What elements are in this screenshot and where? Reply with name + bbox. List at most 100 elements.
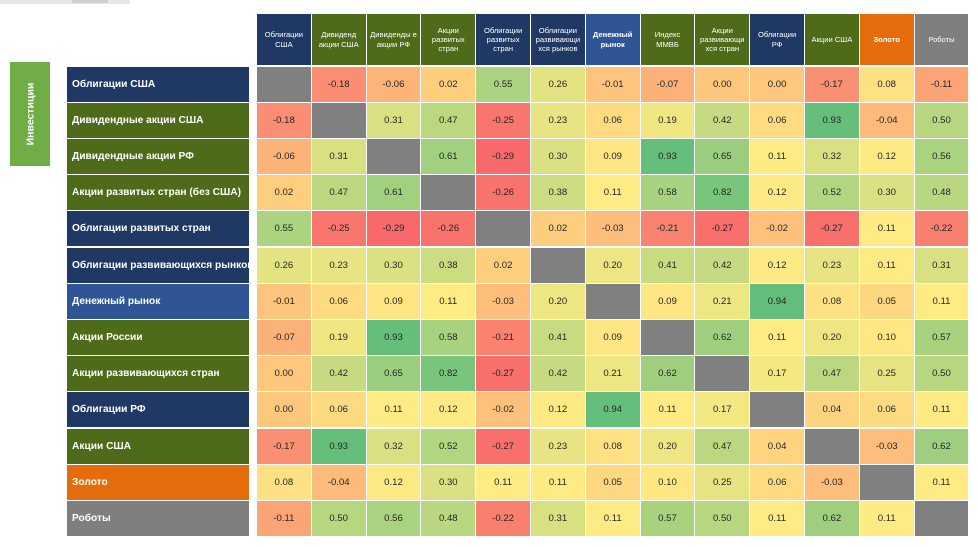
- heatmap-cell-r12-c6: 0.11: [531, 464, 585, 500]
- heatmap-cell-r6-c12: 0.11: [859, 247, 914, 283]
- heatmap-cell-r9-c13: 0.50: [914, 356, 969, 392]
- heatmap-cell-r4-c7: 0.11: [585, 175, 640, 211]
- investments-side-button[interactable]: Инвестиции: [10, 62, 50, 166]
- heatmap-cell-r8-c7: 0.09: [585, 319, 640, 356]
- heatmap-cell-r13-c5: -0.22: [476, 500, 530, 537]
- heatmap-cell-r3-c4: 0.61: [421, 138, 476, 175]
- heatmap-cell-r2-c4: 0.47: [421, 102, 476, 138]
- heatmap-diagonal-cell-6: [531, 247, 585, 283]
- heatmap-cell-r8-c1: -0.07: [257, 319, 311, 356]
- heatmap-cell-r9-c6: 0.42: [531, 356, 585, 392]
- heatmap-cell-r2-c9: 0.42: [695, 102, 750, 138]
- heatmap-cell-r11-c1: -0.17: [257, 428, 311, 464]
- heatmap-cell-r6-c8: 0.41: [640, 247, 695, 283]
- heatmap-cell-r8-c11: 0.20: [805, 319, 859, 356]
- heatmap-cell-r11-c2: 0.93: [311, 428, 366, 464]
- heatmap-cell-r1-c9: 0.00: [695, 66, 750, 102]
- heatmap-cell-r4-c8: 0.58: [640, 175, 695, 211]
- heatmap-cell-r12-c8: 0.10: [640, 464, 695, 500]
- heatmap-cell-r4-c9: 0.82: [695, 175, 750, 211]
- column-header-8: Индекс ММВБ: [640, 14, 695, 65]
- heatmap-cell-r3-c13: 0.56: [914, 138, 969, 175]
- column-header-1: Облигации США: [257, 14, 311, 65]
- heatmap-cell-r5-c12: 0.11: [859, 211, 914, 247]
- heatmap-cell-r10-c9: 0.17: [695, 392, 750, 428]
- heatmap-cell-r5-c7: -0.03: [585, 211, 640, 247]
- heatmap-cell-r4-c13: 0.48: [914, 175, 969, 211]
- heatmap-cell-r4-c10: 0.12: [750, 175, 804, 211]
- heatmap-cell-r9-c2: 0.42: [311, 356, 366, 392]
- heatmap-cell-r6-c13: 0.31: [914, 247, 969, 283]
- heatmap-cell-r3-c5: -0.29: [476, 138, 530, 175]
- heatmap-cell-r9-c5: -0.27: [476, 356, 530, 392]
- heatmap-cell-r10-c6: 0.12: [531, 392, 585, 428]
- heatmap-cell-r7-c8: 0.09: [640, 283, 695, 319]
- heatmap-cell-r9-c7: 0.21: [585, 356, 640, 392]
- heatmap-cell-r13-c9: 0.50: [695, 500, 750, 537]
- heatmap-cell-r5-c6: 0.02: [531, 211, 585, 247]
- column-header-4: Акции развитых стран: [421, 14, 476, 65]
- heatmap-cell-r8-c3: 0.93: [366, 319, 421, 356]
- heatmap-diagonal-cell-7: [585, 283, 640, 319]
- heatmap-cell-r4-c6: 0.38: [531, 175, 585, 211]
- heatmap-cell-r13-c6: 0.31: [531, 500, 585, 537]
- heatmap-cell-r4-c1: 0.02: [257, 175, 311, 211]
- heatmap-cell-r11-c4: 0.52: [421, 428, 476, 464]
- heatmap-cell-r6-c2: 0.23: [311, 247, 366, 283]
- row-label-6: Облигации развивающихся рынков: [67, 247, 249, 283]
- heatmap-cell-r12-c4: 0.30: [421, 464, 476, 500]
- column-header-13: Роботы: [914, 14, 969, 65]
- heatmap-cell-r5-c3: -0.29: [366, 211, 421, 247]
- heatmap-cell-r10-c12: 0.06: [859, 392, 914, 428]
- heatmap-cell-r1-c13: -0.11: [914, 66, 969, 102]
- heatmap-diagonal-cell-12: [859, 464, 914, 500]
- heatmap-cell-r4-c5: -0.26: [476, 175, 530, 211]
- heatmap-cell-r12-c10: 0.06: [750, 464, 804, 500]
- heatmap-cell-r3-c7: 0.09: [585, 138, 640, 175]
- heatmap-cell-r6-c3: 0.30: [366, 247, 421, 283]
- heatmap-cell-r9-c3: 0.65: [366, 356, 421, 392]
- heatmap-cell-r1-c3: -0.06: [366, 66, 421, 102]
- heatmap-cell-r7-c10: 0.94: [750, 283, 804, 319]
- heatmap-cell-r2-c12: -0.04: [859, 102, 914, 138]
- heatmap-diagonal-cell-8: [640, 319, 695, 356]
- heatmap-cell-r6-c5: 0.02: [476, 247, 530, 283]
- heatmap-diagonal-cell-4: [421, 175, 476, 211]
- heatmap-diagonal-cell-2: [311, 102, 366, 138]
- heatmap-cell-r3-c12: 0.12: [859, 138, 914, 175]
- heatmap-diagonal-cell-13: [914, 500, 969, 537]
- heatmap-cell-r2-c11: 0.93: [805, 102, 859, 138]
- heatmap-cell-r2-c6: 0.23: [531, 102, 585, 138]
- heatmap-cell-r8-c4: 0.58: [421, 319, 476, 356]
- heatmap-cell-r10-c3: 0.11: [366, 392, 421, 428]
- column-header-7: Денежный рынок: [585, 14, 640, 65]
- column-header-6: Облигации развивающи хся рынков: [531, 14, 585, 65]
- heatmap-cell-r13-c10: 0.11: [750, 500, 804, 537]
- heatmap-cell-r3-c6: 0.30: [531, 138, 585, 175]
- heatmap-cell-r13-c4: 0.48: [421, 500, 476, 537]
- heatmap-cell-r11-c13: 0.62: [914, 428, 969, 464]
- heatmap-cell-r5-c13: -0.22: [914, 211, 969, 247]
- row-label-9: Акции развивающихся стран: [67, 356, 249, 392]
- heatmap-cell-r5-c1: 0.55: [257, 211, 311, 247]
- heatmap-cell-r5-c10: -0.02: [750, 211, 804, 247]
- heatmap-cell-r12-c11: -0.03: [805, 464, 859, 500]
- heatmap-cell-r7-c3: 0.09: [366, 283, 421, 319]
- heatmap-cell-r12-c1: 0.08: [257, 464, 311, 500]
- heatmap-cell-r11-c6: 0.23: [531, 428, 585, 464]
- heatmap-cell-r9-c11: 0.47: [805, 356, 859, 392]
- heatmap-cell-r7-c13: 0.11: [914, 283, 969, 319]
- heatmap-cell-r2-c5: -0.25: [476, 102, 530, 138]
- heatmap-cell-r4-c11: 0.52: [805, 175, 859, 211]
- heatmap-diagonal-cell-9: [695, 356, 750, 392]
- heatmap-cell-r1-c8: -0.07: [640, 66, 695, 102]
- heatmap-cell-r10-c4: 0.12: [421, 392, 476, 428]
- heatmap-cell-r2-c10: 0.06: [750, 102, 804, 138]
- heatmap-cell-r2-c3: 0.31: [366, 102, 421, 138]
- heatmap-cell-r7-c2: 0.06: [311, 283, 366, 319]
- heatmap-cell-r8-c6: 0.41: [531, 319, 585, 356]
- heatmap-cell-r12-c7: 0.05: [585, 464, 640, 500]
- row-label-12: Золото: [67, 464, 249, 500]
- heatmap-cell-r11-c7: 0.08: [585, 428, 640, 464]
- heatmap-diagonal-cell-1: [257, 66, 311, 102]
